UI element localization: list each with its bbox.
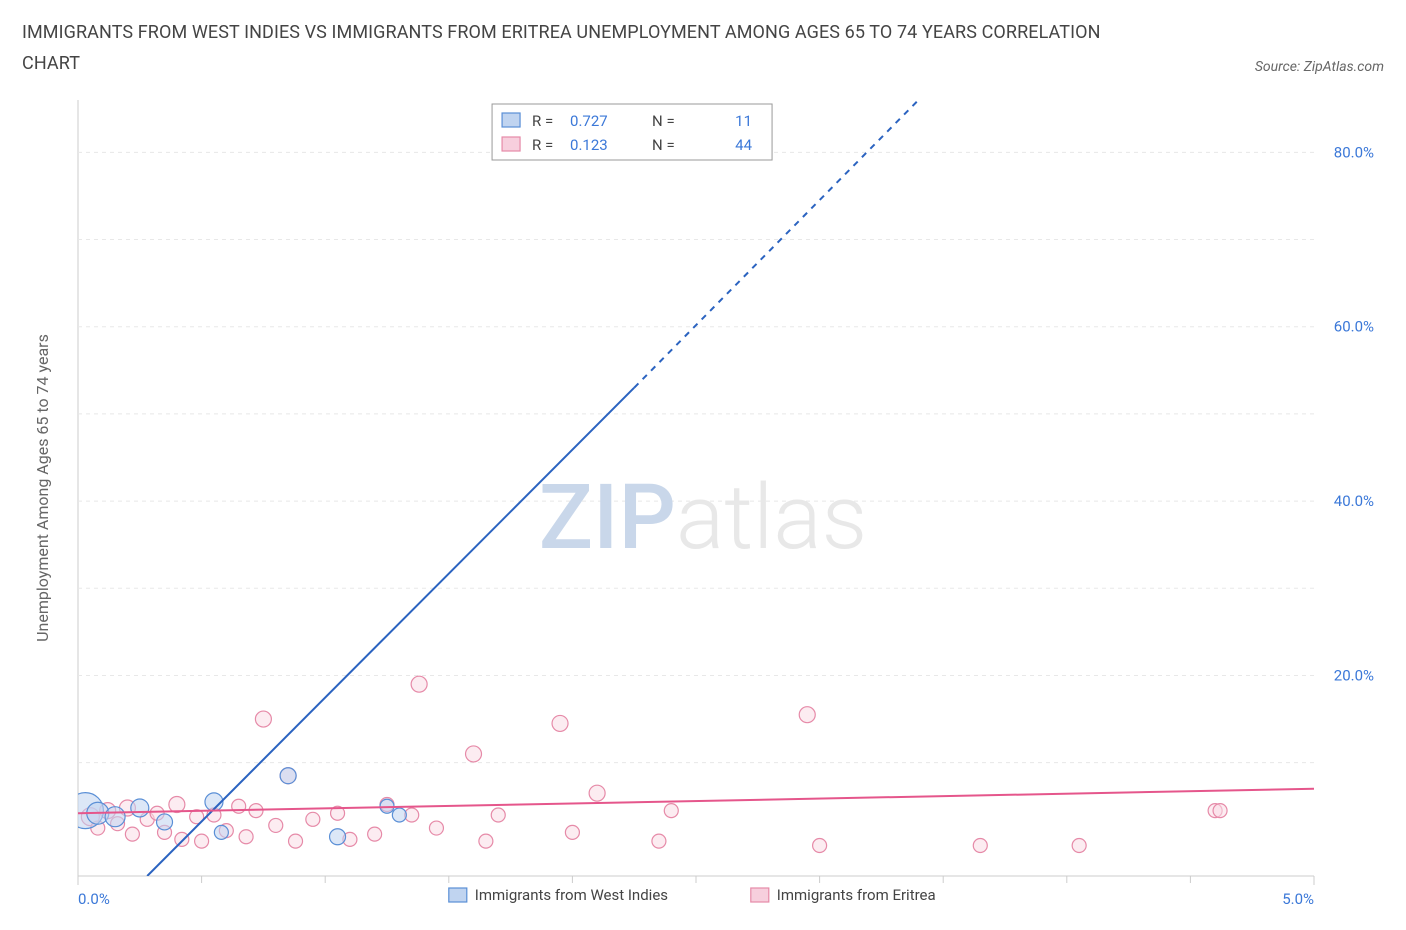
svg-text:N =: N = — [652, 112, 675, 130]
svg-text:44: 44 — [735, 136, 752, 154]
svg-text:Immigrants from Eritrea: Immigrants from Eritrea — [777, 886, 936, 904]
svg-text:R =: R = — [532, 112, 553, 130]
svg-text:20.0%: 20.0% — [1334, 666, 1374, 684]
chart-area: 0.0% 5.0% 20.0% 40.0% 60.0% 80.0% Unemployment… — [22, 96, 1384, 918]
svg-text:Immigrants from West Indies: Immigrants from West Indies — [475, 886, 668, 904]
svg-text:R =: R = — [532, 136, 553, 154]
scatter-chart: 0.0% 5.0% 20.0% 40.0% 60.0% 80.0% Unemployment… — [22, 96, 1384, 918]
svg-text:11: 11 — [735, 112, 752, 130]
svg-text:N =: N = — [652, 136, 675, 154]
header: IMMIGRANTS FROM WEST INDIES VS IMMIGRANT… — [0, 0, 1406, 85]
svg-text:40.0%: 40.0% — [1334, 492, 1374, 510]
source-credit: Source: ZipAtlas.com — [1255, 59, 1384, 79]
svg-text:0.727: 0.727 — [570, 112, 608, 130]
svg-text:0.123: 0.123 — [570, 136, 608, 154]
svg-text:60.0%: 60.0% — [1334, 318, 1374, 336]
svg-text:80.0%: 80.0% — [1334, 143, 1374, 161]
svg-text:5.0%: 5.0% — [1282, 890, 1314, 908]
svg-text:0.0%: 0.0% — [78, 890, 110, 908]
svg-text:Unemployment Among Ages 65 to: Unemployment Among Ages 65 to 74 years — [33, 334, 52, 642]
chart-title: IMMIGRANTS FROM WEST INDIES VS IMMIGRANT… — [22, 18, 1142, 79]
